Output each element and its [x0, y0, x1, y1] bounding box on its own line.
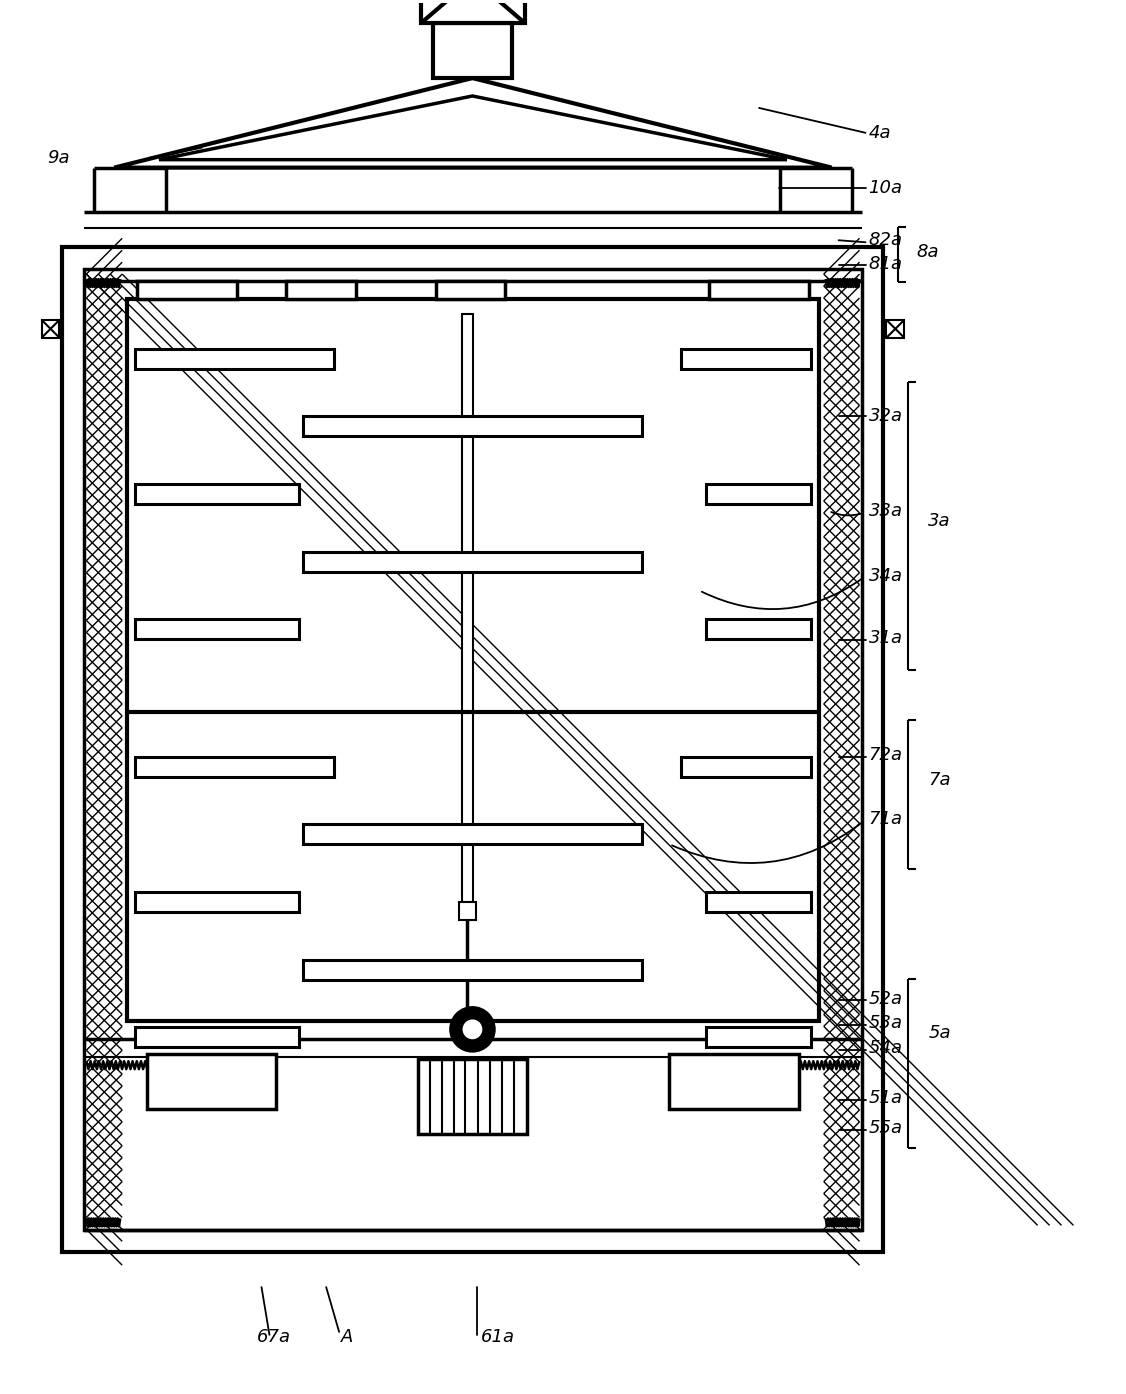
Bar — [303, 959, 642, 980]
Text: 55a: 55a — [868, 1119, 902, 1138]
Bar — [135, 757, 334, 776]
Bar — [303, 552, 642, 572]
Bar — [137, 282, 236, 298]
Bar — [303, 417, 642, 436]
Text: 71a: 71a — [868, 810, 902, 828]
Text: 61a: 61a — [481, 1328, 515, 1345]
Bar — [436, 282, 506, 298]
Text: 32a: 32a — [868, 407, 902, 425]
Text: 5a: 5a — [928, 1025, 950, 1043]
Bar — [135, 892, 300, 912]
Bar — [421, 0, 525, 24]
Bar — [670, 1054, 798, 1110]
Bar — [681, 348, 811, 368]
Bar — [135, 348, 334, 368]
Bar — [135, 619, 300, 640]
Text: 33a: 33a — [868, 502, 902, 520]
Bar — [127, 298, 819, 1022]
Bar — [462, 314, 473, 902]
Bar — [135, 484, 300, 505]
Bar — [84, 269, 861, 1231]
Bar — [303, 824, 642, 845]
Bar — [706, 1027, 811, 1047]
Text: 82a: 82a — [868, 231, 902, 250]
Bar — [148, 1054, 276, 1110]
Text: A: A — [341, 1328, 354, 1345]
Text: 31a: 31a — [868, 629, 902, 647]
Bar — [135, 1027, 300, 1047]
Bar — [286, 282, 356, 298]
Bar — [886, 319, 904, 337]
Text: 52a: 52a — [868, 990, 902, 1008]
Bar — [681, 757, 811, 776]
Text: 10a: 10a — [868, 178, 902, 197]
Text: 7a: 7a — [928, 771, 950, 789]
Bar — [62, 247, 884, 1252]
Text: 81a: 81a — [868, 255, 902, 273]
Bar — [706, 619, 811, 640]
Text: 34a: 34a — [868, 566, 902, 584]
Circle shape — [462, 1019, 483, 1040]
Bar — [706, 484, 811, 505]
Bar — [418, 1059, 527, 1133]
Bar — [432, 24, 512, 78]
Text: 51a: 51a — [868, 1089, 902, 1107]
Text: 8a: 8a — [917, 243, 939, 261]
Circle shape — [450, 1008, 494, 1051]
Text: 54a: 54a — [868, 1040, 902, 1057]
Text: 53a: 53a — [868, 1015, 902, 1033]
Text: 4a: 4a — [868, 124, 891, 142]
Bar — [709, 282, 808, 298]
Bar — [458, 902, 476, 920]
Bar — [706, 892, 811, 912]
Text: 67a: 67a — [257, 1328, 291, 1345]
Text: 72a: 72a — [868, 746, 902, 764]
Text: 3a: 3a — [928, 512, 950, 530]
Text: 9a: 9a — [47, 149, 70, 167]
Bar — [42, 319, 60, 337]
